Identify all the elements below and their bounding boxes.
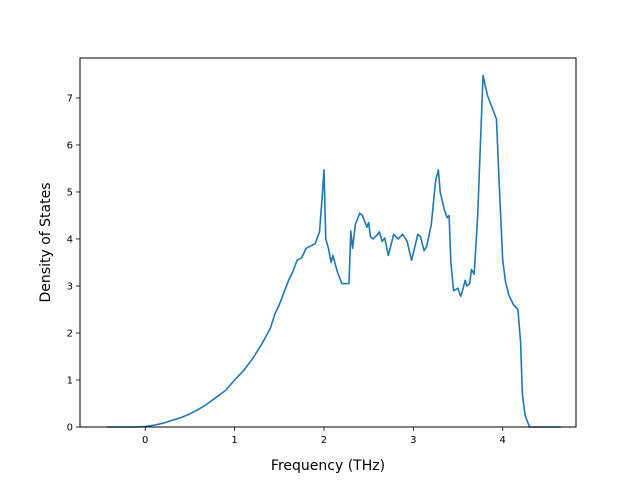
x-axis-label: Frequency (THz)	[271, 458, 385, 474]
dos-series-line-0	[106, 74, 561, 428]
y-tick-label: 0	[67, 423, 73, 434]
series-layer	[106, 74, 561, 428]
y-tick-label: 2	[67, 328, 73, 339]
x-tick-label: 0	[142, 435, 148, 446]
y-axis-ticks: 0 1 2 3 4 5 6 7	[67, 93, 80, 434]
x-tick-label: 4	[500, 435, 506, 446]
x-tick-label: 3	[410, 435, 416, 446]
y-tick-label: 4	[67, 234, 73, 245]
y-tick-label: 5	[67, 187, 73, 198]
x-tick-label: 2	[321, 435, 327, 446]
x-tick-label: 1	[231, 435, 237, 446]
plot-background	[80, 58, 576, 427]
x-axis-ticks: 0 1 2 3 4	[142, 427, 506, 446]
y-axis-label: Density of States	[38, 183, 54, 303]
y-tick-label: 6	[67, 140, 73, 151]
y-tick-label: 7	[67, 93, 73, 104]
plot-frame	[79, 57, 577, 428]
y-tick-label: 3	[67, 281, 73, 292]
y-tick-label: 1	[67, 375, 73, 386]
